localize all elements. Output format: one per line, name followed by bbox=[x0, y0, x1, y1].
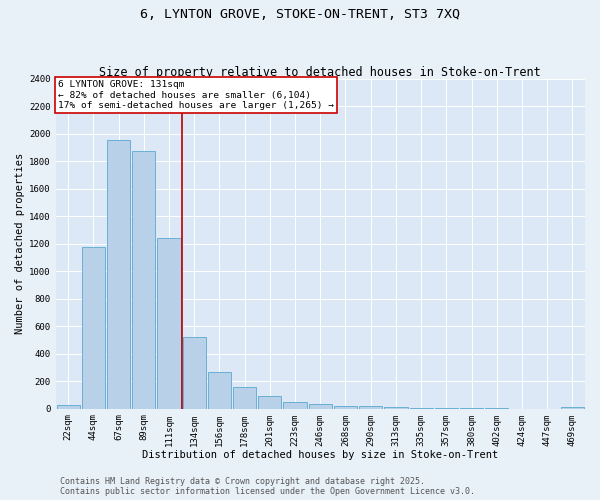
Bar bbox=[208, 372, 231, 408]
Bar bbox=[157, 238, 181, 408]
Text: 6 LYNTON GROVE: 131sqm
← 82% of detached houses are smaller (6,104)
17% of semi-: 6 LYNTON GROVE: 131sqm ← 82% of detached… bbox=[58, 80, 334, 110]
Text: Contains HM Land Registry data © Crown copyright and database right 2025.
Contai: Contains HM Land Registry data © Crown c… bbox=[60, 476, 475, 496]
Bar bbox=[82, 247, 105, 408]
X-axis label: Distribution of detached houses by size in Stoke-on-Trent: Distribution of detached houses by size … bbox=[142, 450, 499, 460]
Y-axis label: Number of detached properties: Number of detached properties bbox=[15, 153, 25, 334]
Bar bbox=[258, 396, 281, 408]
Bar bbox=[359, 406, 382, 408]
Bar bbox=[283, 402, 307, 408]
Bar bbox=[107, 140, 130, 408]
Bar bbox=[233, 388, 256, 408]
Bar bbox=[182, 337, 206, 408]
Title: Size of property relative to detached houses in Stoke-on-Trent: Size of property relative to detached ho… bbox=[100, 66, 541, 78]
Bar bbox=[334, 406, 357, 408]
Text: 6, LYNTON GROVE, STOKE-ON-TRENT, ST3 7XQ: 6, LYNTON GROVE, STOKE-ON-TRENT, ST3 7XQ bbox=[140, 8, 460, 20]
Bar bbox=[56, 406, 80, 408]
Bar bbox=[132, 150, 155, 408]
Bar bbox=[308, 404, 332, 408]
